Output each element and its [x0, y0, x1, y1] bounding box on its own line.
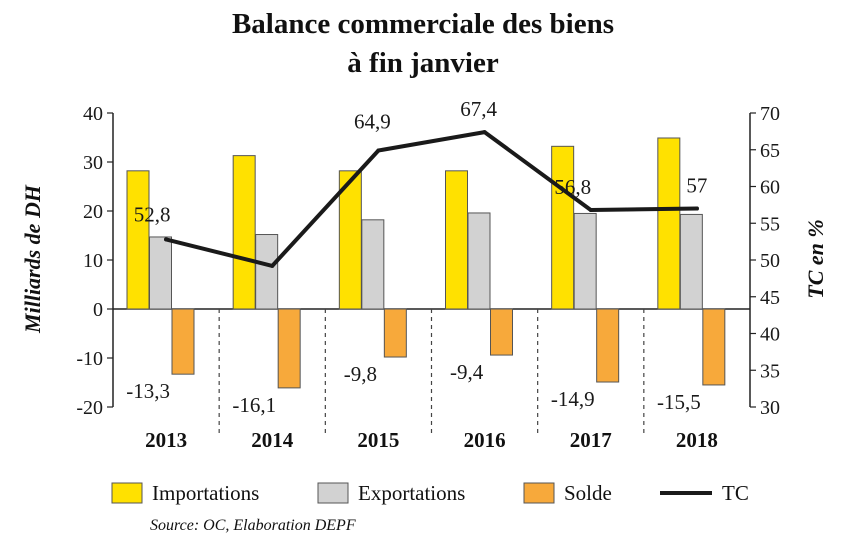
y2-tick-label: 40 [760, 324, 780, 346]
bar-exportations-2013 [149, 236, 172, 310]
y-tick-label: 40 [83, 103, 103, 125]
bar-solde-2018 [702, 308, 726, 386]
tc-data-label: 57 [686, 174, 707, 198]
chart-title-line-2: à fin janvier [347, 47, 499, 79]
solde-data-label: -9,4 [450, 360, 484, 384]
bar-importations-2013 [126, 170, 150, 310]
bar-exportations-2016 [467, 212, 491, 310]
y-axis-title: Milliards de DH [20, 184, 45, 334]
legend-label-exportations: Exportations [358, 481, 465, 505]
y-tick-label: -10 [76, 348, 103, 370]
tc-point-2018 [694, 206, 699, 211]
y-tick-label: 30 [83, 152, 103, 174]
bar-solde-2017 [596, 308, 620, 383]
y-tick-label: -20 [76, 397, 103, 419]
bar-exportations-2014 [255, 234, 279, 310]
bar-importations-2016 [445, 170, 468, 310]
legend-label-solde: Solde [564, 481, 612, 505]
bar-solde-2014 [277, 308, 301, 389]
legend-label-tc: TC [722, 481, 749, 505]
bar-importations-2018 [657, 137, 681, 310]
y2-tick-label: 35 [760, 360, 780, 382]
solde-data-label: -16,1 [232, 393, 276, 417]
y-tick-label: 10 [83, 250, 103, 272]
y2-tick-label: 60 [760, 177, 780, 199]
bar-solde-2015 [383, 308, 407, 358]
category-label: 2017 [570, 428, 612, 452]
solde-data-label: -15,5 [657, 390, 701, 414]
legend-swatch-importations [111, 482, 143, 504]
chart-title-line-1: Balance commerciale des biens [232, 8, 614, 40]
y2-tick-label: 65 [760, 140, 780, 162]
legend-label-importations: Importations [152, 481, 259, 505]
legend: Importations Exportations Solde TC [111, 481, 749, 505]
tc-point-2015 [376, 148, 381, 153]
category-label: 2013 [145, 428, 187, 452]
bar-exportations-2015 [361, 219, 385, 310]
solde-data-label: -9,8 [344, 362, 377, 386]
source-note: Source: OC, Elaboration DEPF [150, 517, 356, 534]
y-tick-label: 0 [93, 299, 103, 321]
solde-data-label: -13,3 [126, 379, 170, 403]
bar-importations-2014 [232, 155, 256, 310]
tc-point-2013 [164, 237, 169, 242]
y-tick-label: 20 [83, 201, 103, 223]
bar-exportations-2018 [679, 213, 703, 310]
bar-exportations-2017 [573, 212, 597, 310]
y2-tick-label: 30 [760, 397, 780, 419]
tc-point-2017 [588, 208, 593, 213]
category-label: 2018 [676, 428, 718, 452]
tc-data-label: 67,4 [460, 97, 497, 121]
tc-point-2014 [270, 263, 275, 268]
y2-tick-label: 45 [760, 287, 780, 309]
y2-tick-label: 50 [760, 250, 780, 272]
legend-swatch-exportations [317, 482, 349, 504]
tc-data-label: 52,8 [134, 202, 171, 226]
plot-area: 40 30 20 10 0 -10 -20 70 65 60 55 50 45 40 35 30 2013 201… [76, 97, 780, 452]
tc-data-label: 56,8 [554, 175, 591, 199]
category-label: 2014 [251, 428, 294, 452]
tc-line [164, 130, 699, 268]
y2-tick-label: 70 [760, 103, 780, 125]
tc-point-2016 [482, 130, 487, 135]
category-label: 2015 [357, 428, 399, 452]
bar-importations-2017 [551, 145, 575, 310]
y2-axis-title: TC en % [803, 219, 828, 298]
legend-swatch-solde [523, 482, 555, 504]
bar-solde-2016 [490, 308, 513, 356]
solde-data-label: -14,9 [551, 387, 595, 411]
bar-solde-2013 [171, 308, 195, 375]
y2-tick-label: 55 [760, 213, 780, 235]
tc-data-label: 64,9 [354, 109, 391, 133]
category-label: 2016 [464, 428, 506, 452]
